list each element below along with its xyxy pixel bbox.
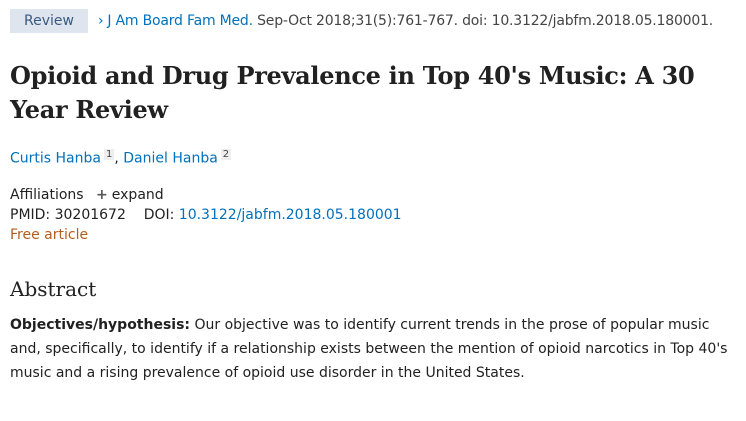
affiliations: Affiliations + expand [10,187,736,203]
expand-affiliations-button[interactable]: + expand [88,187,164,203]
author-link[interactable]: Curtis Hanba [10,150,101,167]
chevron-right-icon: › [97,13,104,29]
abstract-heading: Abstract [10,276,97,301]
pmid-value: 30201672 [54,206,126,223]
identifiers: PMID: 30201672 DOI: 10.3122/jabfm.2018.0… [10,207,736,223]
journal-link[interactable]: J Am Board Fam Med. [107,13,253,29]
citation-bar: Review › J Am Board Fam Med. Sep-Oct 2018… [10,9,736,33]
affiliation-ref[interactable]: 2 [220,149,232,160]
affiliations-label: Affiliations [10,186,84,203]
expand-label: expand [111,186,164,203]
doi-label: DOI: [143,206,175,223]
doi-link[interactable]: 10.3122/jabfm.2018.05.180001 [178,206,402,223]
affiliation-ref[interactable]: 1 [103,149,115,160]
page-title: Opioid and Drug Prevalence in Top 40's M… [10,61,695,124]
author-link[interactable]: Daniel Hanba [123,150,218,167]
citation-details: Sep-Oct 2018;31(5):761-767. doi: 10.3122… [252,13,714,29]
authors-list: Curtis Hanba 1, Daniel Hanba 2 [10,149,232,167]
abstract-body: Our objective was to identify current tr… [10,316,728,381]
pmid-label: PMID: [10,206,51,223]
free-article-label: Free article [10,226,89,243]
plus-icon: + [96,186,108,203]
abstract-section-label: Objectives/hypothesis: [10,316,191,333]
article-type-badge: Review [10,9,88,33]
abstract-text: Objectives/hypothesis: Our objective was… [10,313,736,385]
